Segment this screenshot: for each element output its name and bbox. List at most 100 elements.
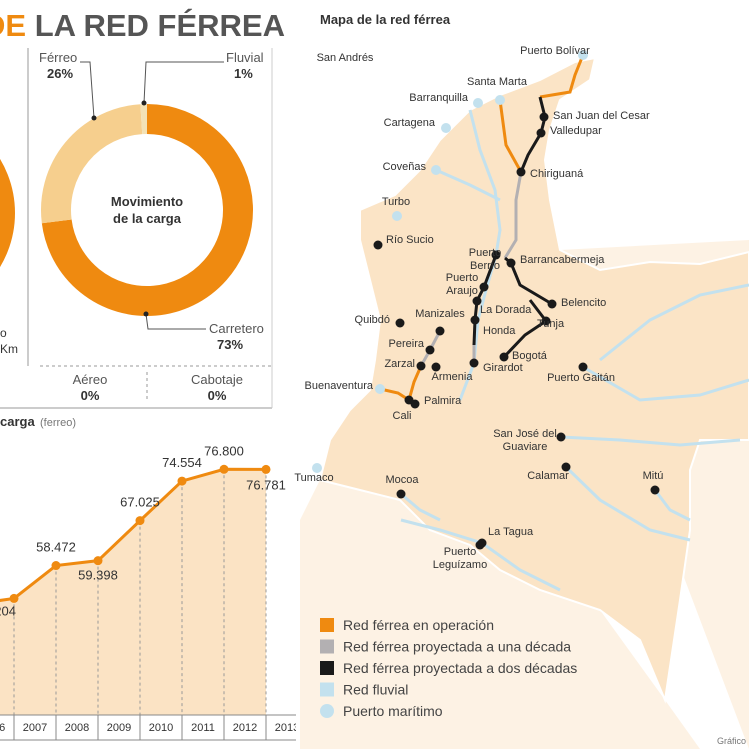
city-label: Puerto Bolívar	[520, 45, 590, 57]
x-tick-label: 2009	[107, 722, 131, 734]
city-name: Santa Marta	[467, 76, 528, 88]
city-name: San Juan del Cesar	[553, 110, 650, 122]
leader-dot	[143, 311, 149, 317]
station-dot	[470, 315, 480, 325]
city-name: Armenia	[432, 371, 474, 383]
city-name: Puerto	[446, 272, 478, 284]
category-label: Cabotaje	[191, 372, 243, 387]
city-label: Puerto Gaitán	[547, 372, 615, 384]
colombia	[318, 56, 749, 704]
value-label: 73%	[217, 337, 243, 352]
leader-line	[143, 61, 224, 104]
center-label: Movimiento	[111, 194, 183, 209]
city-name: Chiriguaná	[530, 168, 584, 180]
railway	[539, 54, 585, 99]
city-name: Puerto Bolívar	[520, 45, 590, 57]
city-label: Cartagena	[384, 117, 436, 129]
leader-dot	[141, 100, 147, 106]
station-dot	[435, 326, 445, 336]
city-name: Tunja	[537, 318, 565, 330]
city-label: Quibdó	[355, 314, 390, 326]
station-dot	[499, 352, 509, 362]
station-dot	[469, 358, 479, 368]
port-dot	[473, 98, 483, 108]
separators	[0, 48, 273, 409]
value-label: 26%	[47, 66, 73, 81]
city-label: Coveñas	[383, 161, 427, 173]
station-dot	[479, 282, 489, 292]
donut-segment	[41, 104, 143, 224]
city-label: Río Sucio	[386, 234, 434, 246]
city-label: Bogotá	[512, 350, 548, 362]
station-dot	[404, 395, 414, 405]
title-prefix: DE	[0, 8, 26, 43]
station-dot	[547, 299, 557, 309]
city-label: Mocoa	[385, 474, 419, 486]
legend-swatch	[320, 639, 334, 654]
station-dot	[539, 112, 549, 122]
station-dot	[475, 540, 485, 550]
city-name: Barranquilla	[409, 92, 469, 104]
value-label: 0%	[208, 388, 227, 403]
city-label: Barranquilla	[409, 92, 469, 104]
value-label: 52.204	[0, 603, 16, 618]
port-dot	[375, 384, 385, 394]
legend-label: Red fluvial	[343, 682, 408, 698]
data-point	[177, 476, 187, 486]
leader-line	[145, 313, 206, 330]
station-dot	[541, 316, 551, 326]
city-label: Tumaco	[294, 472, 333, 484]
city-label: Mitú	[643, 470, 664, 482]
city-label: Chiriguaná	[530, 168, 584, 180]
station-dot	[425, 345, 435, 355]
river	[653, 489, 691, 522]
station-dot	[506, 258, 516, 268]
category-label: Carretero	[209, 321, 264, 336]
fragment: Km	[0, 342, 18, 356]
x-tick-label: 2006	[0, 722, 5, 734]
city-name: Pereira	[389, 338, 425, 350]
city-label: Buenaventura	[305, 380, 374, 392]
city-name: Puerto Gaitán	[547, 372, 615, 384]
leader-dot	[91, 115, 97, 121]
station-dot	[556, 432, 566, 442]
city-name: Turbo	[382, 196, 410, 208]
data-point	[261, 464, 271, 474]
city-name: Guaviare	[503, 441, 548, 453]
station-dot	[373, 240, 383, 250]
city-name: Coveñas	[383, 161, 427, 173]
legend-label: Red férrea proyectada a dos décadas	[343, 660, 577, 676]
city-name: San José del	[493, 428, 557, 440]
river	[435, 168, 501, 202]
city-name: La Dorada	[480, 304, 532, 316]
port-dot	[441, 123, 451, 133]
city-label: Cali	[393, 410, 412, 422]
city-name: Cartagena	[384, 117, 436, 129]
data-point	[9, 593, 19, 603]
data-line	[0, 467, 267, 602]
value-label: 59.398	[78, 568, 118, 583]
city-name: Río Sucio	[386, 234, 434, 246]
city-name: Buenaventura	[305, 380, 374, 392]
city-label: Puerto Leguízamo	[433, 546, 487, 571]
city-name: La Tagua	[488, 526, 534, 538]
river	[582, 365, 749, 402]
city-label: Tunja	[537, 318, 565, 330]
map	[300, 54, 749, 749]
legend-label: Red férrea proyectada a una década	[343, 639, 571, 655]
city-name: Valledupar	[550, 125, 602, 137]
legend-label: Puerto marítimo	[343, 703, 443, 719]
city-name: Honda	[483, 325, 516, 337]
credit: Gráfico	[717, 736, 746, 746]
data-point	[135, 516, 145, 526]
line-chart: 2006 52.204 2007 58.472 2008 59.398 2009 67.025…	[0, 443, 296, 741]
x-tick-label: 2010	[149, 722, 173, 734]
port-dot	[578, 50, 588, 60]
data-point	[93, 556, 103, 566]
city-label: Puerto Araujo	[446, 272, 478, 297]
center-label: de la carga	[113, 211, 182, 226]
city-label: Belencito	[561, 297, 606, 309]
railway	[502, 299, 549, 359]
category-label: Aéreo	[73, 372, 108, 387]
